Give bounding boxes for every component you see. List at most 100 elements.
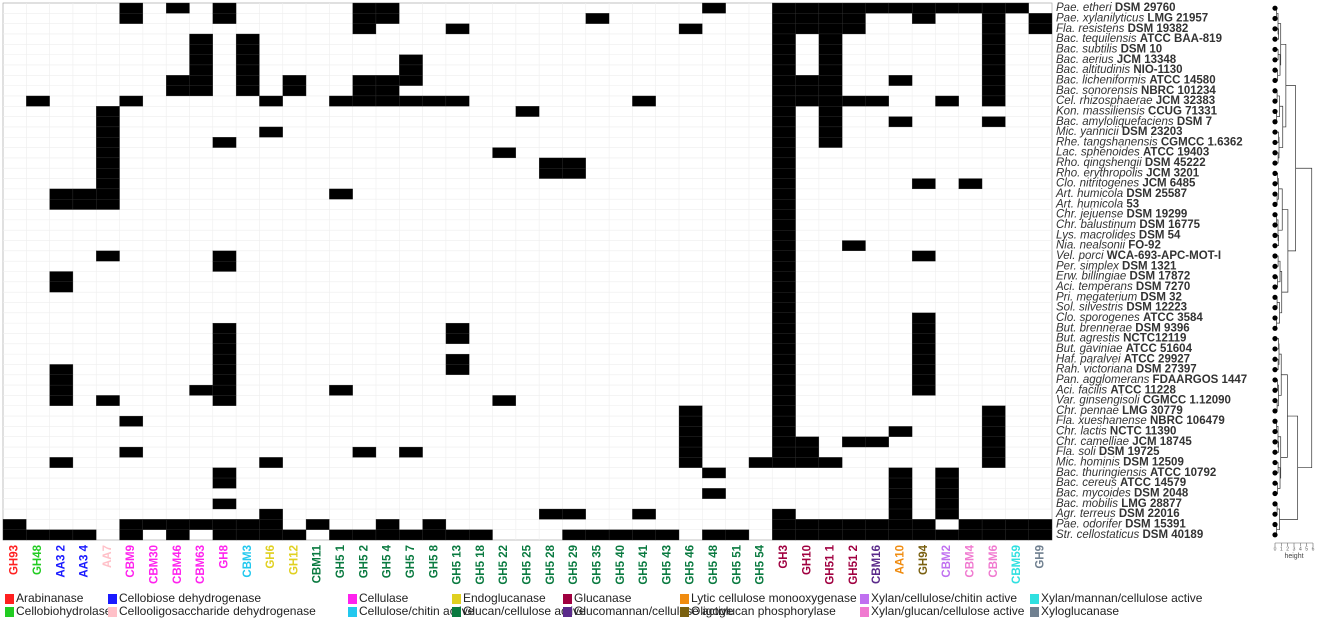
cell	[399, 95, 423, 107]
row-label: Bac. subtilis DSM 10	[1056, 44, 1162, 56]
leaf-dot	[1272, 212, 1278, 218]
column-label: CBM3	[242, 545, 254, 578]
cell	[935, 488, 959, 499]
strain: DSM 40189	[1143, 529, 1204, 541]
cell	[935, 477, 959, 489]
legend-label: Xylan/cellulose/chitin active	[871, 591, 1017, 605]
cell	[772, 374, 796, 386]
cell	[795, 85, 820, 97]
cell	[49, 271, 74, 282]
cell	[935, 467, 959, 479]
cell	[399, 446, 423, 458]
cell	[399, 75, 423, 86]
column-label: GH5 48	[708, 544, 720, 584]
cell	[1005, 529, 1029, 541]
species: Erw. billingiae	[1056, 271, 1126, 283]
cell	[772, 302, 796, 313]
legend-label: Xylan/glucan/cellulose active	[871, 604, 1025, 618]
cell	[772, 333, 796, 344]
column-label: GH5 51	[731, 544, 743, 584]
cell	[445, 353, 470, 365]
cell	[911, 353, 936, 365]
leaf-dot	[1272, 356, 1278, 362]
cell	[842, 436, 866, 448]
cell	[818, 519, 843, 530]
cell	[492, 147, 516, 159]
cell	[772, 364, 796, 375]
cell	[678, 415, 703, 427]
cell	[72, 529, 97, 541]
strain: DSM 29760	[1115, 2, 1176, 14]
legend-swatch	[860, 607, 869, 617]
strain: DSM 12509	[1123, 457, 1184, 469]
legend-label: Glucomannan/cellulose active	[574, 604, 734, 618]
species: Per. simplex	[1056, 260, 1120, 272]
row-label: But. gaviniae ATCC 51604	[1056, 343, 1193, 355]
cell	[981, 457, 1006, 468]
cell	[981, 85, 1006, 97]
cell	[772, 54, 796, 66]
dendrogram-tick-label: 3	[1293, 546, 1296, 552]
cell	[212, 322, 237, 334]
column-label: GH5 28	[545, 544, 557, 584]
species: Fla. resistens	[1056, 23, 1125, 35]
column-label: GH93	[9, 545, 21, 575]
cell	[49, 457, 74, 468]
cell	[235, 75, 260, 86]
column-label: AA3 2	[55, 545, 67, 578]
cell	[772, 281, 796, 293]
column-label: GH5 41	[638, 544, 650, 584]
legend-swatch	[348, 607, 357, 617]
row-label: But. agrestis NCTC12119	[1056, 333, 1186, 345]
cell	[842, 519, 866, 530]
leaf-dot	[1272, 490, 1278, 497]
species: Art. humicola	[1055, 188, 1123, 200]
leaf-dot	[1272, 108, 1278, 115]
cell	[981, 95, 1006, 107]
dendrogram-branch	[1281, 209, 1289, 293]
species: But. gaviniae	[1056, 343, 1123, 355]
legend-swatch	[108, 594, 117, 604]
strain: ATCC 11228	[1110, 384, 1176, 396]
column-label: GH5 29	[568, 545, 580, 585]
cell	[981, 44, 1006, 55]
strain: DSM 19382	[1128, 23, 1189, 35]
cell	[305, 519, 330, 530]
cell	[469, 529, 493, 541]
leaf-dot	[1272, 449, 1278, 455]
cell	[772, 199, 796, 210]
column-label: CBM11	[312, 544, 324, 583]
cell	[935, 508, 959, 520]
species: Mic. yannicii	[1056, 126, 1119, 138]
species: Pri. megaterium	[1056, 291, 1138, 303]
cell	[772, 44, 796, 55]
row-label: Chr. lactis NCTC 11390	[1056, 426, 1176, 438]
species: Chr. lactis	[1056, 426, 1107, 438]
column-label: CBM4	[964, 544, 976, 577]
species: But. agrestis	[1056, 333, 1120, 345]
cell	[49, 374, 74, 386]
column-label: GH94	[918, 544, 930, 575]
cell	[772, 147, 796, 159]
cell	[772, 457, 796, 468]
cell	[865, 436, 889, 448]
leaf-dot	[1272, 57, 1278, 63]
species: Lys. macrolides	[1056, 229, 1136, 241]
row-label: Bac. cereus ATCC 14579	[1056, 477, 1186, 489]
strain: ATCC 19403	[1143, 147, 1209, 159]
cell	[585, 529, 610, 541]
strain: ATCC 51604	[1126, 343, 1193, 355]
column-label: GH51 1	[825, 544, 837, 584]
cell	[399, 54, 423, 66]
cell	[235, 33, 260, 45]
cell	[212, 137, 237, 148]
legend-swatch	[680, 607, 689, 617]
legend-label: Oligoglucan phosphorylase	[691, 604, 836, 618]
cell	[72, 188, 97, 200]
row-label: Sol. silvestris DSM 12223	[1056, 302, 1187, 314]
column-label: AA10	[895, 545, 907, 574]
species: Pae. etheri	[1056, 2, 1112, 14]
cell	[235, 85, 260, 97]
cell	[865, 529, 889, 541]
column-label: CBM63	[195, 545, 207, 584]
